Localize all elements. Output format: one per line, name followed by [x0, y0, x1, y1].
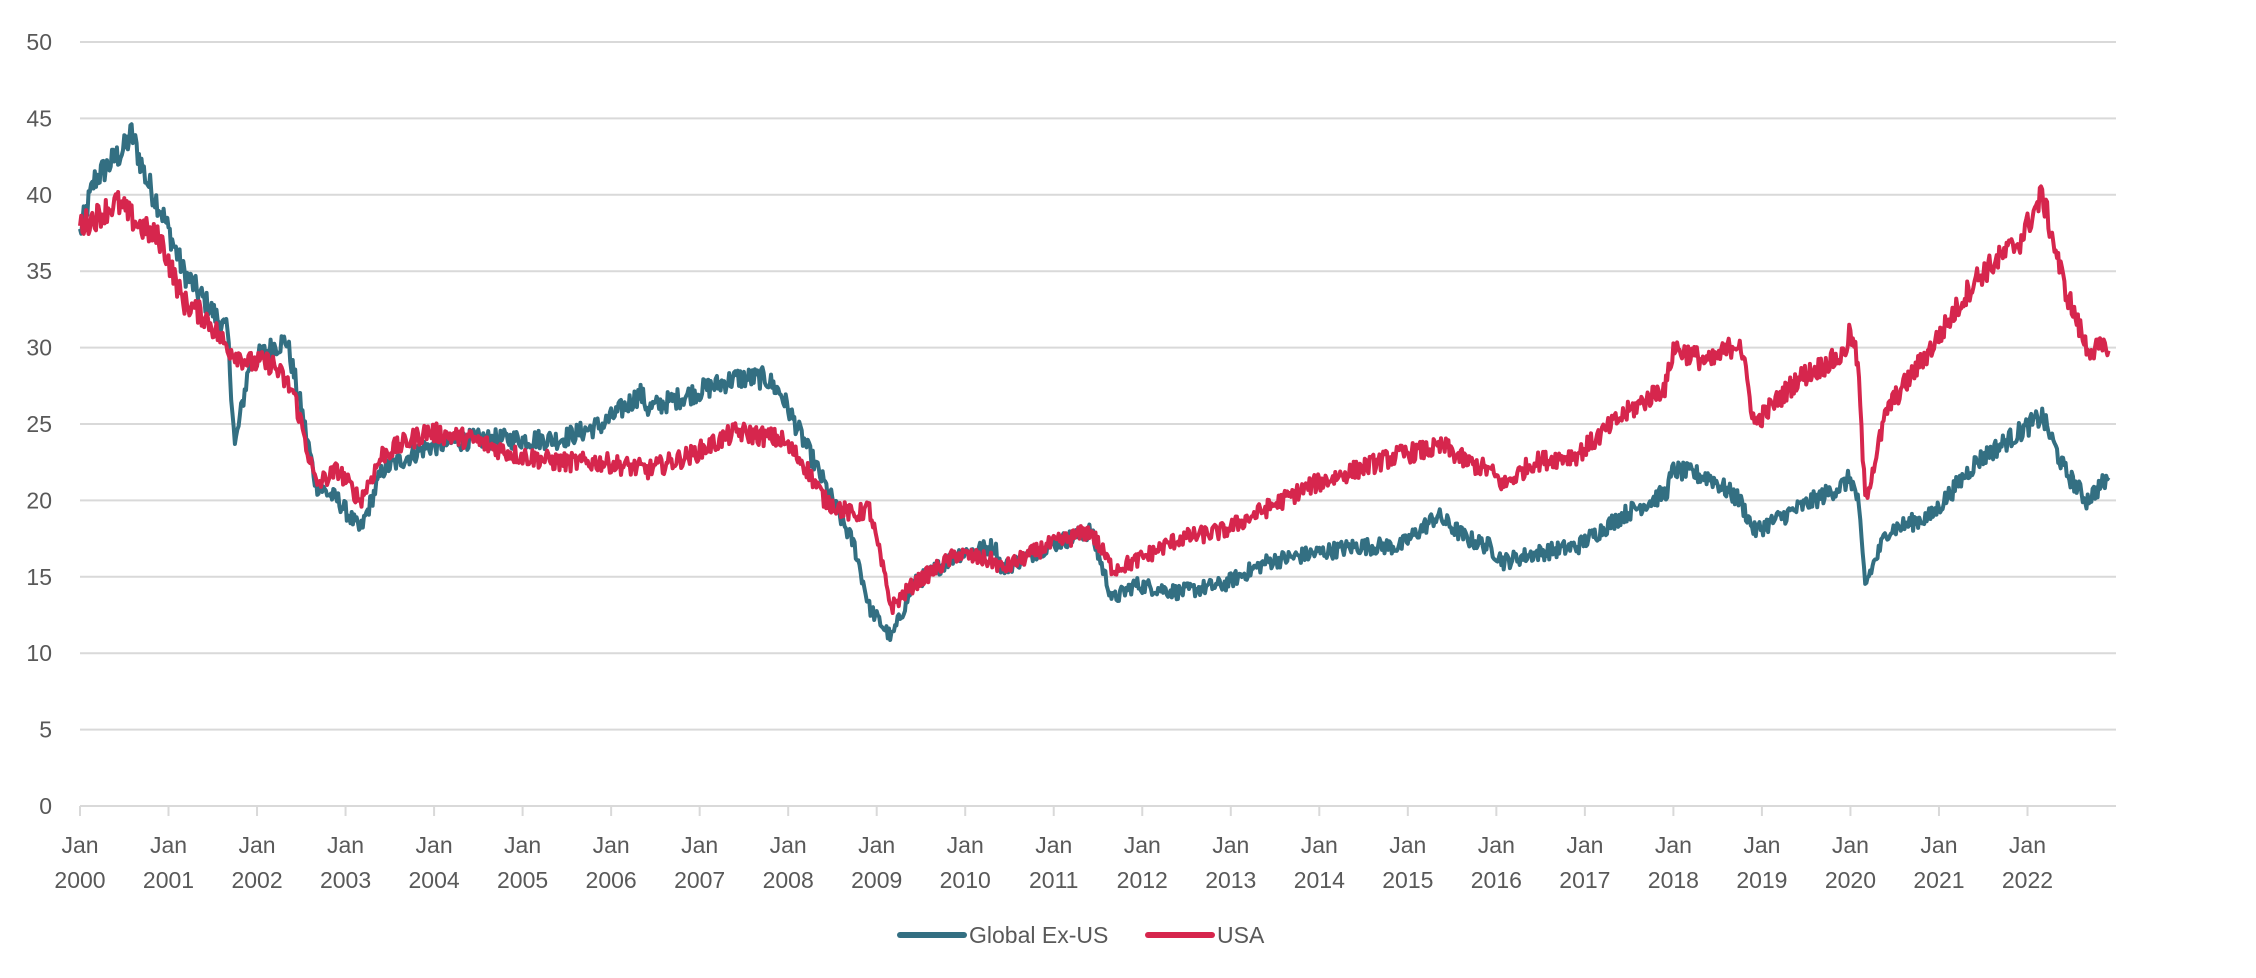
y-tick-label: 50: [26, 29, 52, 55]
x-tick-label: Jan 2006: [586, 832, 637, 893]
x-tick-year: 2021: [1913, 867, 1964, 893]
x-tick-year: 2006: [586, 867, 637, 893]
y-tick-label: 30: [26, 335, 52, 361]
x-tick-year: 2020: [1825, 867, 1876, 893]
x-tick-month: Jan: [61, 832, 98, 858]
x-tick-year: 2019: [1736, 867, 1787, 893]
x-tick-month: Jan: [1389, 832, 1426, 858]
x-tick-label: Jan 2004: [409, 832, 460, 893]
x-tick-year: 2005: [497, 867, 548, 893]
y-tick-label: 20: [26, 487, 52, 513]
x-tick-label: Jan 2005: [497, 832, 548, 893]
x-tick-label: Jan 2018: [1648, 832, 1699, 893]
x-tick-year: 2002: [231, 867, 282, 893]
x-tick-month: Jan: [1212, 832, 1249, 858]
x-tick-month: Jan: [1035, 832, 1072, 858]
x-tick-year: 2015: [1382, 867, 1433, 893]
x-tick-label: Jan 2001: [143, 832, 194, 893]
x-tick-label: Jan 2016: [1471, 832, 1522, 893]
x-tick-year: 2016: [1471, 867, 1522, 893]
legend: Global Ex-US USA: [897, 922, 1265, 948]
x-tick-label: Jan 2015: [1382, 832, 1433, 893]
x-tick-month: Jan: [150, 832, 187, 858]
y-tick-label: 25: [26, 411, 52, 437]
series-line-usa: [78, 184, 2111, 615]
x-tick-year: 2011: [1029, 867, 1078, 893]
y-tick-label: 10: [26, 640, 52, 666]
x-tick-label: Jan 2000: [54, 832, 105, 893]
x-tick-month: Jan: [858, 832, 895, 858]
x-tick-month: Jan: [947, 832, 984, 858]
x-tick-year: 2001: [143, 867, 194, 893]
x-axis-tick-labels: Jan 2000 Jan 2001 Jan 2002 Jan 2003 Jan 2004 Jan 20…: [54, 832, 2053, 893]
y-tick-label: 5: [39, 717, 52, 743]
x-tick-label: Jan 2014: [1294, 832, 1345, 893]
x-tick-month: Jan: [1301, 832, 1338, 858]
x-tick-month: Jan: [1566, 832, 1603, 858]
x-tick-label: Jan 2013: [1205, 832, 1256, 893]
x-tick-year: 2022: [2002, 867, 2053, 893]
x-tick-label: Jan 2007: [674, 832, 725, 893]
y-tick-label: 40: [26, 182, 52, 208]
x-tick-month: Jan: [770, 832, 807, 858]
x-tick-month: Jan: [1743, 832, 1780, 858]
y-tick-label: 35: [26, 258, 52, 284]
x-tick-year: 2007: [674, 867, 725, 893]
y-tick-label: 45: [26, 105, 52, 131]
x-tick-label: Jan 2017: [1559, 832, 1610, 893]
x-tick-label: Jan 2021: [1913, 832, 1964, 893]
x-tick-month: Jan: [238, 832, 275, 858]
gridlines: [80, 41, 2116, 731]
x-tick-label: Jan 2003: [320, 832, 371, 893]
x-tick-label: Jan 2002: [231, 832, 282, 893]
x-tick-year: 2013: [1205, 867, 1256, 893]
x-tick-label: Jan 2020: [1825, 832, 1876, 893]
x-tick-label: Jan 2009: [851, 832, 902, 893]
x-tick-label: Jan 2022: [2002, 832, 2053, 893]
legend-label: Global Ex-US: [969, 922, 1108, 948]
x-tick-label: Jan 2019: [1736, 832, 1787, 893]
x-tick-year: 2003: [320, 867, 371, 893]
x-tick-year: 2010: [940, 867, 991, 893]
x-tick-month: Jan: [1478, 832, 1515, 858]
y-axis-tick-labels: 0 5 10 15 20 25 30 35 40 45 50: [26, 29, 52, 819]
x-tick-month: Jan: [681, 832, 718, 858]
x-tick-year: 2009: [851, 867, 902, 893]
y-tick-label: 0: [39, 793, 52, 819]
x-tick-month: Jan: [593, 832, 630, 858]
x-tick-month: Jan: [504, 832, 541, 858]
legend-label: USA: [1217, 922, 1265, 948]
x-tick-year: 2012: [1117, 867, 1168, 893]
x-axis: [79, 805, 2116, 816]
x-tick-month: Jan: [1655, 832, 1692, 858]
x-tick-year: 2008: [763, 867, 814, 893]
x-tick-label: Jan 2011: [1029, 832, 1078, 893]
x-tick-month: Jan: [1124, 832, 1161, 858]
x-tick-year: 2004: [409, 867, 460, 893]
x-tick-month: Jan: [327, 832, 364, 858]
x-tick-month: Jan: [416, 832, 453, 858]
x-tick-month: Jan: [2009, 832, 2046, 858]
x-tick-label: Jan 2012: [1117, 832, 1168, 893]
x-tick-label: Jan 2010: [940, 832, 991, 893]
x-tick-year: 2017: [1559, 867, 1610, 893]
x-tick-year: 2000: [54, 867, 105, 893]
series-lines: [78, 122, 2111, 642]
x-tick-month: Jan: [1920, 832, 1957, 858]
y-tick-label: 15: [26, 564, 52, 590]
x-tick-year: 2014: [1294, 867, 1345, 893]
x-tick-label: Jan 2008: [763, 832, 814, 893]
x-tick-year: 2018: [1648, 867, 1699, 893]
x-tick-month: Jan: [1832, 832, 1869, 858]
